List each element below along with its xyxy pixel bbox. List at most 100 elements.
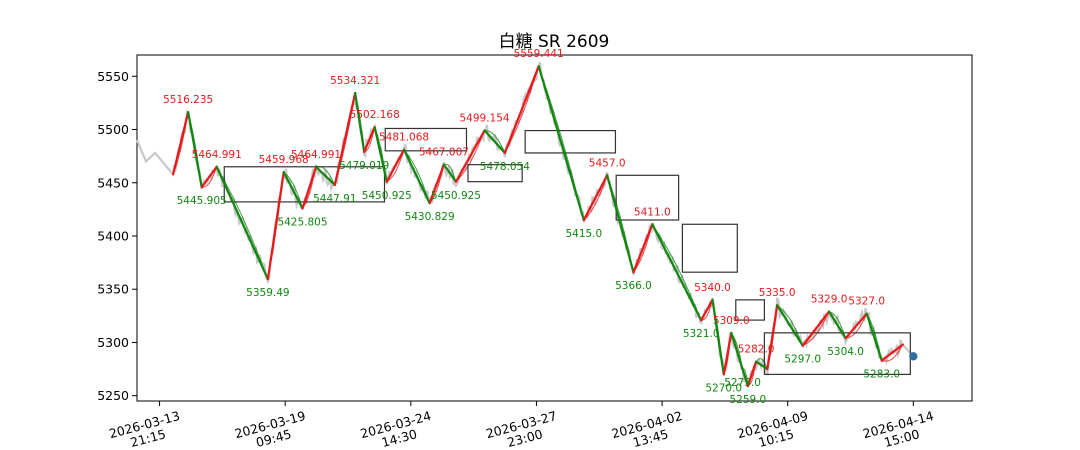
down-swing-leg [776, 304, 804, 347]
peak-label: 5502.168 [350, 109, 400, 121]
up-leg-trace [429, 164, 445, 204]
down-leg-trace [443, 163, 457, 182]
peak-label: 5457.0 [589, 157, 626, 169]
down-swing-leg [442, 163, 458, 183]
peak-label: 5335.0 [759, 287, 796, 299]
trough-label: 5283.0 [863, 369, 900, 381]
y-tick-label: 5300 [97, 335, 129, 350]
down-swing-leg [730, 331, 744, 371]
up-swing-leg [880, 343, 904, 362]
up-swing-leg [428, 163, 446, 205]
trough-label: 5304.0 [827, 346, 864, 358]
down-swing-leg [483, 129, 506, 154]
peak-label: 5340.0 [694, 282, 731, 294]
trough-label: 5270.0 [705, 382, 742, 394]
down-leg-trace [283, 171, 303, 209]
peak-label: 5534.321 [330, 75, 380, 87]
down-swing-leg [827, 310, 847, 340]
up-swing-leg [200, 165, 218, 189]
down-leg-trace [216, 166, 269, 280]
trough-label: 5447.91 [313, 193, 356, 205]
trough-label: 5445.905 [177, 195, 227, 207]
up-leg-trace [881, 344, 904, 362]
x-tick-label: 2026-04-1415:00 [861, 408, 939, 450]
pivot-box [615, 174, 680, 221]
peak-label: 5516.235 [163, 94, 213, 106]
up-swing-leg [844, 312, 868, 340]
peak-label: 5499.154 [459, 112, 509, 124]
peak-label: 5559.441 [514, 48, 564, 60]
trough-label: 5450.925 [431, 190, 481, 202]
down-swing-leg [402, 148, 431, 205]
trough-label: 5415.0 [565, 228, 602, 240]
up-swing-leg [301, 165, 318, 210]
trough-label: 5275.0 [724, 377, 761, 389]
up-leg-trace [701, 299, 713, 321]
up-swing-leg [746, 360, 758, 388]
peak-label: 5309.0 [713, 315, 750, 327]
peak-label: 5464.991 [192, 149, 242, 161]
up-leg-trace [583, 175, 608, 221]
down-swing-leg [741, 367, 749, 388]
plot-area: 5250 5300 5350 5400 5450 5500 5550 2026-03-1321… [97, 48, 973, 450]
x-tick-label: 2026-03-2414:30 [359, 408, 437, 450]
pivot-box [524, 129, 617, 154]
down-swing-leg [865, 312, 883, 362]
up-leg-trace [386, 149, 405, 183]
up-swing-leg [700, 298, 714, 322]
up-leg-trace [455, 130, 486, 183]
y-tick-label: 5450 [97, 175, 129, 190]
peak-label: 5459.968 [259, 154, 309, 166]
y-tick-label: 5250 [97, 388, 129, 403]
pivot-box [681, 223, 738, 273]
up-leg-trace [633, 224, 653, 273]
y-tick-label: 5500 [97, 122, 129, 137]
trough-label: 5259.0 [729, 394, 766, 406]
peak-label: 5327.0 [848, 296, 885, 308]
pivot-box [735, 299, 765, 321]
pivot-box [223, 166, 386, 203]
peak-label: 5282.0 [738, 344, 775, 356]
up-swing-leg [363, 126, 376, 153]
trough-label: 5479.019 [339, 160, 389, 172]
trough-label: 5297.0 [784, 354, 821, 366]
up-swing-leg [266, 171, 285, 281]
up-swing-leg [454, 129, 486, 183]
up-swing-leg [722, 331, 733, 376]
down-swing-leg [373, 126, 388, 183]
up-leg-trace [802, 311, 830, 347]
down-swing-leg [537, 65, 585, 222]
plot-frame [136, 54, 973, 402]
up-swing-leg [801, 310, 831, 347]
down-leg-trace [828, 311, 847, 339]
down-leg-trace [776, 304, 804, 346]
peak-label: 5481.068 [379, 132, 429, 144]
peak-label: 5411.0 [634, 206, 671, 218]
x-tick-label: 2026-03-1909:45 [233, 408, 311, 450]
x-tick-label: 2026-04-0910:15 [736, 408, 814, 450]
peak-label: 5464.991 [291, 149, 341, 161]
pivot-box [467, 164, 523, 183]
x-tick-label: 2026-04-0213:45 [610, 408, 688, 450]
y-tick-label: 5350 [97, 282, 129, 297]
down-swing-leg [755, 360, 769, 371]
trough-label: 5430.829 [405, 211, 455, 223]
x-tick-label: 2026-03-2723:00 [484, 408, 562, 450]
down-swing-leg [606, 174, 635, 274]
up-swing-leg [333, 91, 357, 187]
last-price-marker [909, 352, 918, 361]
pivot-box [384, 127, 468, 152]
trough-label: 5450.925 [362, 190, 412, 202]
up-swing-leg [172, 111, 190, 176]
down-swing-leg [187, 111, 203, 189]
y-tick-label: 5400 [97, 228, 129, 243]
down-swing-leg [215, 165, 269, 281]
down-leg-trace [755, 358, 768, 370]
y-tick-label: 5550 [97, 69, 129, 84]
up-swing-leg [582, 174, 609, 222]
up-swing-leg [503, 65, 540, 154]
up-leg-trace [201, 166, 218, 188]
down-leg-trace [403, 149, 431, 204]
trough-label: 5321.0 [683, 328, 720, 340]
